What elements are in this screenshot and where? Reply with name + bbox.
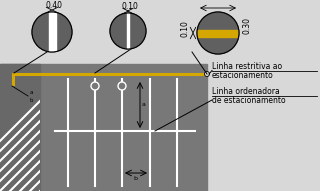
- Text: b: b: [30, 98, 34, 103]
- Bar: [49, 12, 55, 52]
- Text: b: b: [133, 176, 137, 181]
- Circle shape: [197, 12, 239, 54]
- Text: estacionamento: estacionamento: [212, 71, 274, 80]
- Circle shape: [110, 13, 146, 49]
- Circle shape: [32, 12, 72, 52]
- Circle shape: [204, 71, 210, 77]
- Circle shape: [32, 12, 72, 52]
- Circle shape: [110, 13, 146, 49]
- Bar: [197, 29, 239, 36]
- Text: a: a: [142, 103, 146, 108]
- Circle shape: [91, 82, 99, 90]
- Bar: [0, 64, 207, 191]
- Circle shape: [197, 12, 239, 54]
- Text: 0.40: 0.40: [45, 1, 62, 10]
- Text: Linha ordenadora: Linha ordenadora: [212, 87, 280, 96]
- Bar: [0, 64, 40, 191]
- Bar: [127, 13, 129, 49]
- Bar: [0, 64, 40, 191]
- Text: 0.10: 0.10: [121, 2, 138, 11]
- Text: 0.10: 0.10: [181, 21, 190, 37]
- Text: a: a: [30, 90, 34, 95]
- Text: Linha restritiva ao: Linha restritiva ao: [212, 62, 282, 71]
- Text: 0.30: 0.30: [242, 16, 251, 33]
- Text: de estacionamento: de estacionamento: [212, 96, 286, 105]
- Circle shape: [118, 82, 126, 90]
